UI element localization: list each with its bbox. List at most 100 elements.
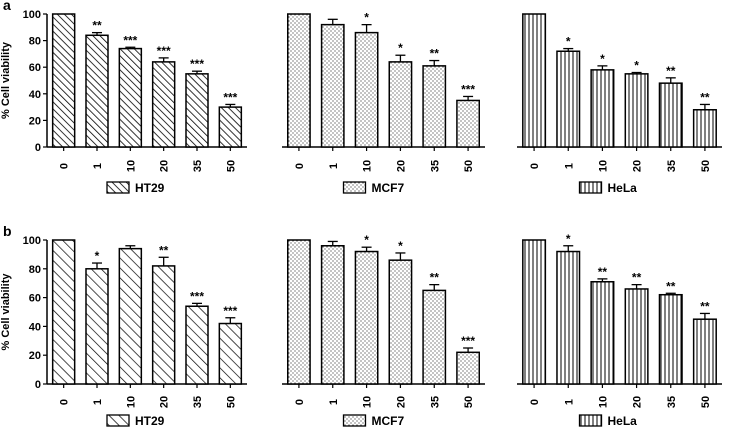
chart-a-ht29: a 0 20 40 60 80 100 % Cell viability 0 ** 1 *** 10 **… — [0, 0, 247, 195]
y-tick-label: 60 — [29, 62, 41, 74]
significance-label: * — [566, 232, 571, 246]
bar — [522, 239, 547, 385]
significance-label: ** — [666, 279, 676, 293]
legend-label: MCF7 — [372, 181, 405, 195]
significance-label: *** — [190, 289, 204, 303]
bar — [556, 50, 581, 148]
x-tick-label: 35 — [666, 396, 678, 408]
significance-label: ** — [430, 271, 440, 285]
bar — [118, 47, 143, 148]
x-tick-label: 35 — [666, 160, 678, 172]
bar — [320, 245, 345, 385]
x-tick-label: 35 — [192, 396, 204, 408]
y-axis-label: % Cell viability — [0, 273, 12, 351]
x-tick-label: 50 — [700, 160, 712, 172]
significance-label: * — [364, 11, 369, 25]
x-tick-label: 10 — [597, 396, 609, 408]
y-tick-label: 80 — [29, 36, 41, 48]
significance-label: ** — [92, 19, 102, 33]
bar — [456, 351, 480, 385]
panel-label-a: a — [3, 0, 11, 13]
bar — [658, 82, 683, 148]
bar — [287, 239, 311, 385]
chart-a-hela: 0 * 1 * 10 * 20 ** 35 ** 50 HeLa — [517, 13, 722, 195]
x-tick-label: 1 — [92, 399, 104, 405]
bar — [354, 250, 379, 385]
y-tick-label: 0 — [35, 379, 41, 391]
significance-label: ** — [598, 265, 608, 279]
bar — [354, 31, 379, 148]
chart-a-mcf7: 0 1 * 10 * 20 ** 35 *** 50 MCF7 — [282, 11, 485, 195]
x-tick-label: 50 — [700, 396, 712, 408]
legend-swatch — [342, 181, 367, 194]
significance-label: *** — [157, 44, 171, 58]
y-tick-label: 20 — [29, 115, 41, 127]
bar — [692, 318, 717, 385]
legend-swatch — [106, 181, 130, 194]
x-tick-label: 1 — [563, 163, 575, 169]
x-tick-label: 0 — [294, 399, 306, 405]
significance-label: * — [95, 249, 100, 263]
bar — [590, 69, 615, 148]
y-tick-label: 40 — [29, 89, 41, 101]
legend-label: HT29 — [135, 181, 165, 195]
chart-b-mcf7: 0 1 * 10 * 20 ** 35 *** 50 MCF7 — [282, 233, 485, 428]
bar — [118, 247, 143, 385]
significance-label: ** — [159, 243, 169, 257]
x-tick-label: 0 — [529, 399, 541, 405]
significance-label: ** — [666, 64, 676, 78]
bar — [590, 281, 615, 385]
bar — [151, 61, 176, 148]
bar — [658, 293, 683, 385]
x-tick-label: 0 — [59, 163, 71, 169]
x-tick-label: 20 — [159, 396, 171, 408]
bar — [85, 268, 109, 385]
y-tick-label: 80 — [29, 264, 41, 276]
legend-swatch — [578, 181, 603, 194]
chart-b-hela: 0 * 1 ** 10 ** 20 ** 35 ** 50 HeLa — [517, 232, 722, 428]
y-axis-label: % Cell viability — [0, 41, 12, 119]
legend-label: HeLa — [608, 181, 638, 195]
x-tick-label: 35 — [429, 160, 441, 172]
significance-label: * — [364, 233, 369, 247]
legend-swatch — [342, 414, 367, 427]
x-tick-label: 20 — [159, 160, 171, 172]
x-tick-label: 10 — [597, 160, 609, 172]
x-tick-label: 50 — [463, 160, 475, 172]
bar — [320, 23, 345, 148]
panel-label-b: b — [3, 223, 12, 239]
significance-label: * — [634, 59, 639, 73]
x-tick-label: 20 — [632, 160, 644, 172]
x-tick-label: 20 — [632, 396, 644, 408]
bar — [51, 239, 76, 385]
bar — [51, 13, 76, 148]
significance-label: *** — [461, 334, 475, 348]
bar — [218, 322, 243, 385]
bar — [624, 73, 649, 148]
bar — [287, 13, 311, 148]
x-tick-label: 20 — [395, 396, 407, 408]
x-tick-label: 1 — [328, 163, 340, 169]
x-tick-label: 35 — [429, 396, 441, 408]
bar — [556, 250, 581, 385]
bar — [185, 73, 209, 148]
x-tick-label: 0 — [294, 163, 306, 169]
bar — [522, 13, 547, 148]
significance-label: *** — [190, 57, 204, 71]
bar — [422, 65, 447, 148]
significance-label: *** — [223, 304, 237, 318]
x-tick-label: 50 — [463, 396, 475, 408]
legend-label: HeLa — [608, 414, 638, 428]
bar — [218, 106, 243, 148]
x-tick-label: 35 — [192, 160, 204, 172]
y-tick-label: 100 — [23, 235, 41, 247]
significance-label: ** — [632, 271, 642, 285]
x-tick-label: 10 — [125, 160, 137, 172]
x-tick-label: 0 — [529, 163, 541, 169]
x-tick-label: 10 — [125, 396, 137, 408]
chart-b-ht29: b 0 20 40 60 80 100 % Cell viability 0 * 1 10 ** 20 **… — [0, 223, 247, 428]
significance-label: *** — [461, 82, 475, 96]
x-tick-label: 20 — [395, 160, 407, 172]
x-tick-label: 1 — [563, 399, 575, 405]
